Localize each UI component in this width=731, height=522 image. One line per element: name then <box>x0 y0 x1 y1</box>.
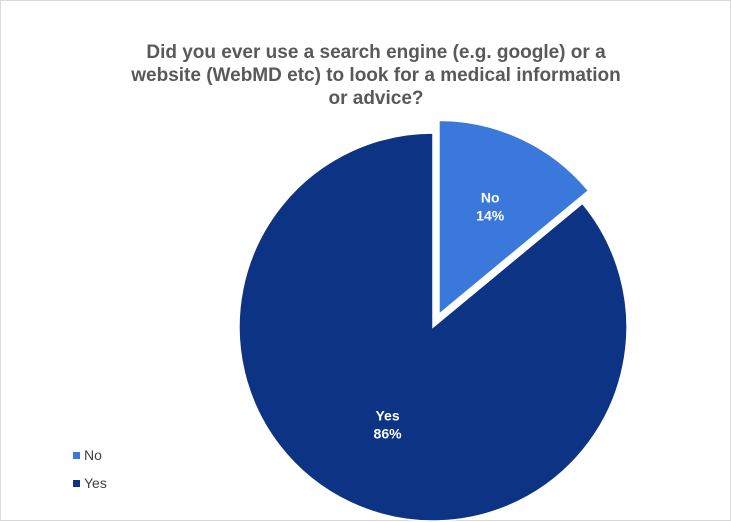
legend-swatch-yes <box>73 479 80 487</box>
slice-label-yes-name: Yes <box>375 408 399 424</box>
legend-label-no: No <box>84 447 102 463</box>
chart-title-line-2: website (WebMD etc) to look for a medica… <box>131 65 621 86</box>
slice-label-no-name: No <box>481 189 500 205</box>
legend-item-yes: Yes <box>73 469 107 497</box>
slice-label-no-percent: 14% <box>476 207 505 223</box>
pie-slice-yes <box>238 132 628 522</box>
legend-item-no: No <box>73 441 107 469</box>
legend-label-yes: Yes <box>84 475 107 491</box>
chart-legend: No Yes <box>73 441 107 497</box>
pie-slice-no <box>438 119 590 316</box>
chart-title-line-1: Did you ever use a search engine (e.g. g… <box>146 42 606 63</box>
chart-title: Did you ever use a search engine (e.g. g… <box>81 41 671 110</box>
chart-title-line-3: or advice? <box>328 88 424 109</box>
slice-label-yes-percent: 86% <box>374 426 403 442</box>
legend-swatch-no <box>73 451 80 459</box>
